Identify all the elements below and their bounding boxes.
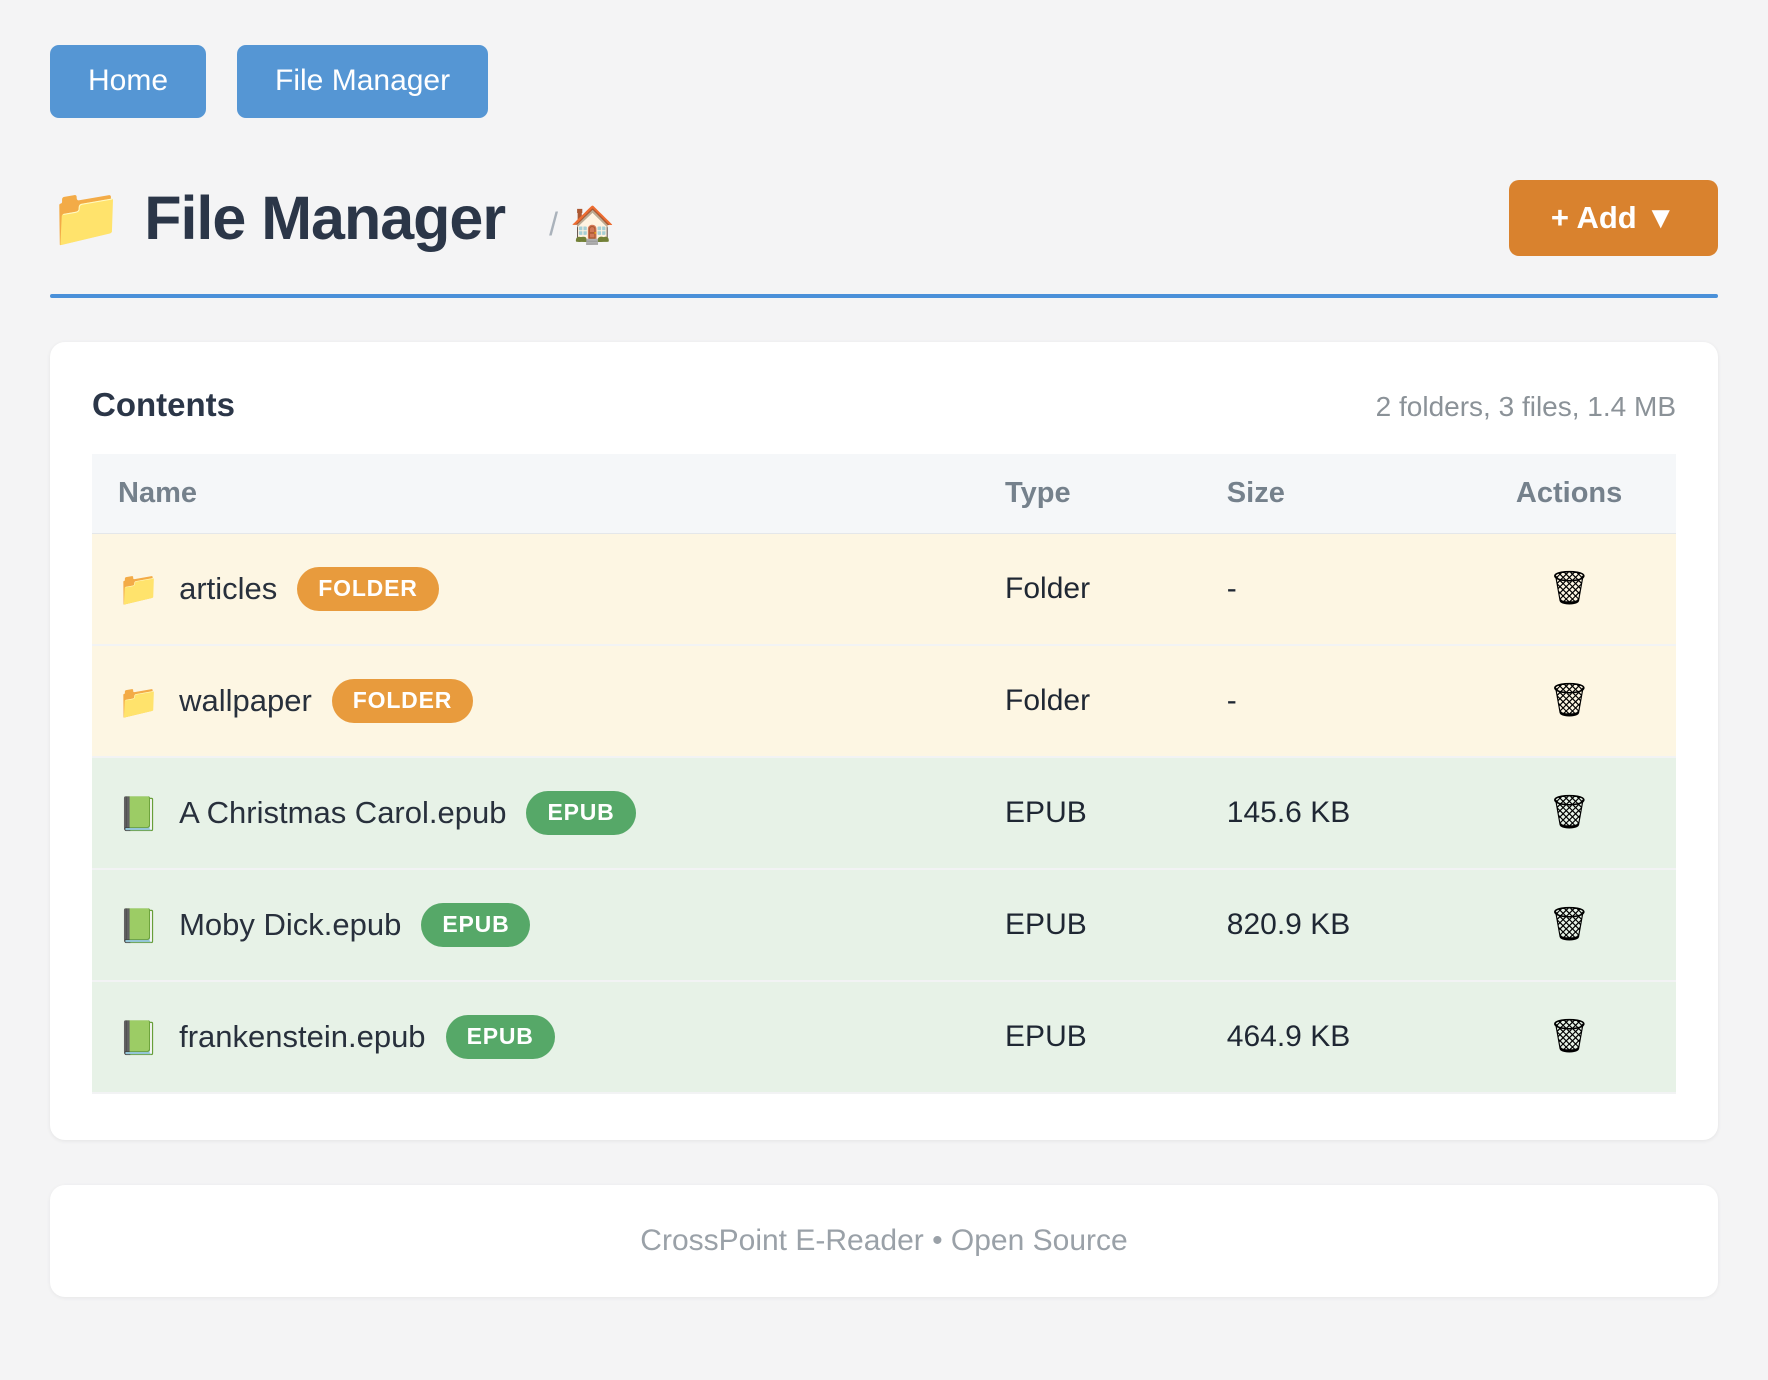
top-nav: Home File Manager — [50, 45, 1718, 118]
contents-summary: 2 folders, 3 files, 1.4 MB — [1375, 390, 1676, 422]
title-group: 📁 File Manager / 🏠 — [50, 183, 1509, 253]
file-size: - — [1200, 533, 1463, 646]
column-header-actions: Actions — [1462, 453, 1676, 534]
trash-icon: 🗑 — [1548, 681, 1591, 718]
column-header-name: Name — [92, 453, 980, 534]
footer-text: CrossPoint E-Reader • Open Source — [640, 1224, 1128, 1257]
trash-icon: 🗑 — [1548, 568, 1591, 606]
file-name[interactable]: frankenstein.epub — [179, 1019, 426, 1054]
file-icon: 📁 — [118, 570, 160, 608]
page-title: File Manager — [144, 183, 506, 252]
file-size: - — [1200, 645, 1463, 758]
breadcrumb: / 🏠 — [549, 204, 615, 246]
trash-icon: 🗑 — [1548, 1017, 1591, 1054]
contents-card-header: Contents 2 folders, 3 files, 1.4 MB — [92, 386, 1676, 424]
file-type: EPUB — [979, 981, 1201, 1094]
file-name[interactable]: wallpaper — [179, 683, 312, 718]
file-name[interactable]: Moby Dick.epub — [179, 907, 402, 942]
file-type-badge: FOLDER — [331, 679, 474, 723]
table-row[interactable]: 📗 Moby Dick.epub EPUB EPUB 820.9 KB 🗑 — [92, 869, 1676, 982]
column-header-type: Type — [979, 453, 1201, 534]
table-row[interactable]: 📁 wallpaper FOLDER Folder - 🗑 — [92, 645, 1676, 758]
page: Home File Manager 📁 File Manager / 🏠 + A… — [50, 45, 1718, 1297]
delete-button[interactable]: 🗑 — [1548, 907, 1590, 940]
file-type: Folder — [979, 533, 1201, 646]
page-header: 📁 File Manager / 🏠 + Add ▼ — [50, 179, 1718, 256]
file-size: 145.6 KB — [1200, 757, 1463, 870]
file-manager-button[interactable]: File Manager — [237, 45, 489, 118]
delete-button[interactable]: 🗑 — [1548, 683, 1590, 716]
file-type: Folder — [979, 645, 1201, 758]
add-button[interactable]: + Add ▼ — [1508, 179, 1718, 256]
file-size: 464.9 KB — [1200, 981, 1463, 1094]
column-header-size: Size — [1200, 453, 1463, 534]
table-row[interactable]: 📗 frankenstein.epub EPUB EPUB 464.9 KB 🗑 — [92, 981, 1676, 1094]
delete-button[interactable]: 🗑 — [1548, 571, 1590, 604]
file-icon: 📁 — [118, 682, 160, 720]
contents-title: Contents — [92, 385, 235, 423]
file-name[interactable]: articles — [179, 570, 278, 606]
file-type-badge: EPUB — [421, 903, 531, 947]
contents-table: Name Type Size Actions 📁 articles FOLDER… — [92, 453, 1676, 1094]
file-type-badge: EPUB — [445, 1015, 555, 1059]
table-row[interactable]: 📁 articles FOLDER Folder - 🗑 — [92, 533, 1676, 646]
file-icon: 📗 — [118, 906, 160, 944]
file-type: EPUB — [979, 757, 1201, 870]
trash-icon: 🗑 — [1548, 905, 1591, 942]
file-icon: 📗 — [118, 1018, 160, 1056]
footer: CrossPoint E-Reader • Open Source — [50, 1185, 1718, 1297]
table-row[interactable]: 📗 A Christmas Carol.epub EPUB EPUB 145.6… — [92, 757, 1676, 870]
file-type-badge: FOLDER — [297, 566, 439, 611]
home-button[interactable]: Home — [50, 45, 207, 118]
contents-table-body: 📁 articles FOLDER Folder - 🗑 📁 wallpaper… — [92, 533, 1676, 1094]
home-icon[interactable]: 🏠 — [570, 203, 615, 245]
trash-icon: 🗑 — [1548, 793, 1591, 830]
file-icon: 📗 — [118, 794, 160, 832]
divider — [50, 293, 1718, 298]
delete-button[interactable]: 🗑 — [1548, 1019, 1590, 1052]
file-type: EPUB — [979, 869, 1201, 982]
folder-icon: 📁 — [50, 184, 123, 250]
delete-button[interactable]: 🗑 — [1548, 795, 1590, 828]
table-header-row: Name Type Size Actions — [92, 453, 1676, 534]
file-name[interactable]: A Christmas Carol.epub — [179, 795, 507, 830]
contents-card: Contents 2 folders, 3 files, 1.4 MB Name… — [50, 341, 1718, 1140]
file-size: 820.9 KB — [1200, 869, 1463, 982]
breadcrumb-separator: / — [549, 206, 558, 242]
file-type-badge: EPUB — [526, 791, 636, 835]
